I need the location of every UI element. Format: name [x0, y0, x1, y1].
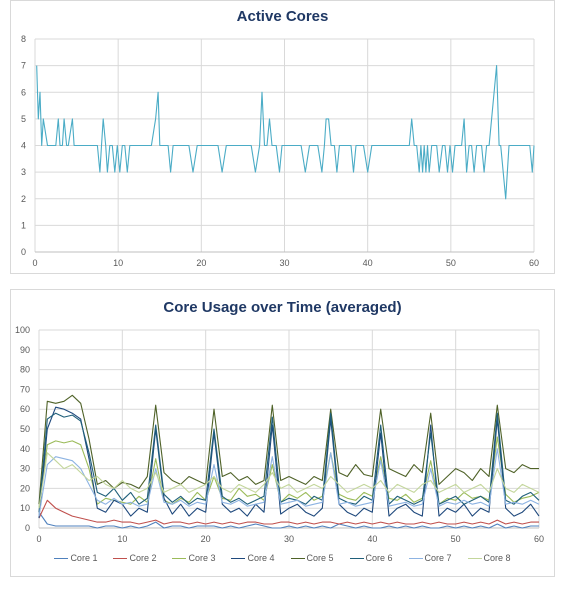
series-line-core-5: [38, 394, 539, 505]
legend-label: Core 7: [424, 553, 452, 563]
legend-swatch: [467, 557, 482, 559]
x-tick-label: 60: [529, 258, 539, 268]
legend-label: Core 3: [188, 553, 216, 563]
legend-label: Core 2: [129, 553, 157, 563]
y-tick-label: 70: [20, 384, 30, 394]
y-tick-label: 3: [21, 167, 26, 177]
legend-label: Core 1: [70, 553, 98, 563]
series-line-core-8: [38, 452, 540, 509]
y-tick-label: 6: [21, 87, 26, 97]
series-line-core-6: [38, 412, 540, 513]
x-tick-label: 20: [201, 534, 211, 544]
legend-label: Core 4: [247, 553, 275, 563]
legend-swatch: [54, 557, 69, 559]
y-tick-label: 0: [21, 247, 26, 257]
legend-swatch: [113, 557, 128, 559]
core-usage-plot: 0 10 20 30 40 50 60 70 80 90 100 0 10 20 30 40 50 60: [15, 325, 544, 544]
series-line-core-7: [38, 448, 540, 517]
legend-label: Core 8: [483, 553, 511, 563]
legend-swatch: [349, 557, 364, 559]
legend-item-core-7: Core 7: [408, 553, 452, 563]
x-tick-label: 40: [363, 258, 373, 268]
y-tick-label: 90: [20, 345, 30, 355]
y-tick-label: 5: [21, 114, 26, 124]
series-line-core-1: [38, 511, 539, 529]
x-tick-label: 20: [196, 258, 206, 268]
active-cores-chart: Active Cores 0 1 2 3 4 5 6 7 8 0 10 20 30 40 50 60: [10, 0, 555, 274]
y-tick-label: 0: [25, 523, 30, 533]
x-tick-label: 50: [446, 258, 456, 268]
legend-item-core-2: Core 2: [113, 553, 156, 563]
series-line-core-2: [38, 499, 539, 525]
legend-swatch: [290, 557, 305, 559]
x-tick-label: 0: [36, 534, 41, 544]
legend-swatch: [172, 557, 187, 559]
y-tick-label: 40: [20, 444, 30, 454]
y-tick-label: 80: [20, 365, 30, 375]
legend-item-core-6: Core 6: [349, 553, 393, 563]
y-tick-label: 4: [21, 141, 26, 151]
chart-title: Active Cores: [236, 8, 329, 25]
y-tick-label: 10: [20, 503, 30, 513]
y-tick-label: 100: [15, 325, 30, 335]
y-tick-label: 20: [20, 483, 30, 493]
x-tick-label: 0: [32, 258, 37, 268]
legend: Core 1 Core 2 Core 3 Core 4 Core 5 Core 6 Core…: [11, 553, 554, 563]
series-line-core-3: [38, 436, 540, 509]
x-tick-label: 50: [451, 534, 461, 544]
x-tick-label: 30: [284, 534, 294, 544]
legend-label: Core 6: [365, 553, 393, 563]
legend-label: Core 5: [306, 553, 334, 563]
y-tick-label: 50: [20, 424, 30, 434]
x-tick-label: 40: [367, 534, 377, 544]
x-tick-label: 60: [534, 534, 544, 544]
y-tick-label: 30: [20, 464, 30, 474]
x-tick-label: 30: [279, 258, 289, 268]
legend-item-core-4: Core 4: [231, 553, 275, 563]
y-tick-label: 7: [21, 61, 26, 71]
legend-swatch: [231, 557, 246, 559]
legend-item-core-5: Core 5: [290, 553, 334, 563]
series-line-1: [36, 65, 535, 200]
chart-title: Core Usage over Time (averaged): [163, 299, 402, 316]
legend-item-core-8: Core 8: [467, 553, 511, 563]
y-tick-label: 8: [21, 34, 26, 44]
y-tick-label: 1: [21, 220, 26, 230]
y-tick-label: 2: [21, 194, 26, 204]
x-tick-label: 10: [117, 534, 127, 544]
active-cores-plot: 0 1 2 3 4 5 6 7 8 0 10 20 30 40 50 60: [21, 34, 539, 268]
legend-swatch: [408, 557, 423, 559]
core-usage-chart: Core Usage over Time (averaged) 0 10 20 30 4…: [10, 289, 555, 577]
x-tick-label: 10: [113, 258, 123, 268]
legend-item-core-3: Core 3: [172, 553, 215, 563]
legend-item-core-1: Core 1: [54, 553, 97, 563]
y-tick-label: 60: [20, 404, 30, 414]
